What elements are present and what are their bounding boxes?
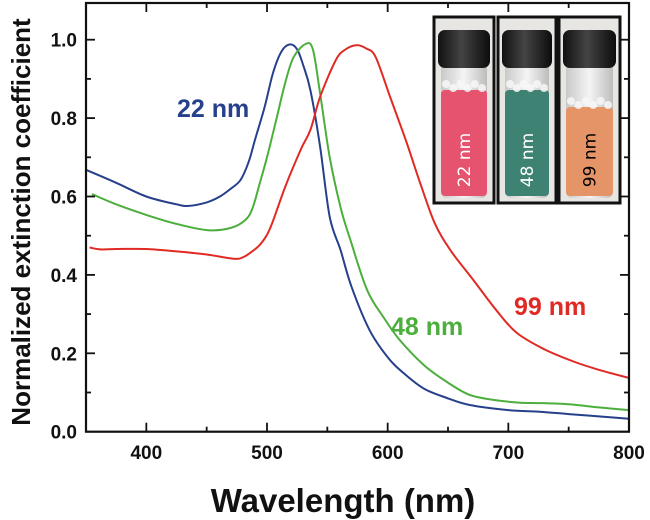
vial-cap [438,30,490,68]
foam-bubble [533,80,542,88]
vial-liquid [566,107,613,196]
foam-bubble [506,80,514,88]
vial-label: 48 nm [518,133,538,187]
x-tick-label: 700 [492,443,524,464]
y-tick-label: 0.2 [51,344,77,365]
series-label-22nm: 22 nm [177,95,249,123]
x-tick-label: 500 [251,443,283,464]
foam-bubble [512,84,521,92]
foam-bubble [463,84,472,92]
y-tick-label: 1.0 [51,31,77,52]
vial-photo: 22 nm [432,15,496,205]
vial-label: 22 nm [455,133,475,187]
series-line-99nm [89,44,630,379]
foam-bubble [589,101,598,109]
vial-photo: 48 nm [496,15,558,205]
foam-bubble [449,84,458,92]
vial-photo-inset: 22 nm 48 nm 99 nm [432,15,622,205]
series-lines [85,42,630,420]
y-axis-label: Normalized extinction coefficient [6,18,36,426]
y-tick-label: 0.4 [51,266,78,287]
y-tick-labels: 0.0 0.2 0.4 0.6 0.8 1.0 [51,31,78,444]
vial-cap [502,30,552,68]
foam-bubble [574,101,583,109]
foam-bubble [581,97,590,105]
x-tick-label: 800 [613,443,645,464]
vial-label: 99 nm [581,133,601,187]
foam-bubble [442,80,450,88]
vial-photo: 99 nm [557,15,622,205]
axes [84,1,631,433]
vial-liquid [441,90,487,196]
foam-bubble [519,80,528,88]
series-label-99nm: 99 nm [514,293,586,321]
series-line-22nm [85,43,630,420]
y-tick-label: 0.0 [51,423,77,444]
x-tick-labels: 400 500 600 700 800 [130,443,644,464]
foam-bubble [540,84,548,92]
foam-bubble [604,101,612,109]
y-tick-label: 0.6 [51,188,77,209]
vial-cap [563,30,616,68]
y-tick-label: 0.8 [51,109,77,130]
x-axis-label: Wavelength (nm) [211,482,476,519]
vial-liquid [505,90,549,196]
foam-bubble [596,97,605,105]
foam-bubble [470,80,479,88]
x-tick-label: 400 [130,443,162,464]
foam-bubble [567,97,575,105]
foam-bubble [478,84,486,92]
plot-frame [84,1,631,433]
x-tick-label: 600 [372,443,404,464]
foam-bubble [526,84,535,92]
foam-bubble [456,80,465,88]
series-line-48nm [91,42,630,412]
series-label-48nm: 48 nm [391,313,463,341]
